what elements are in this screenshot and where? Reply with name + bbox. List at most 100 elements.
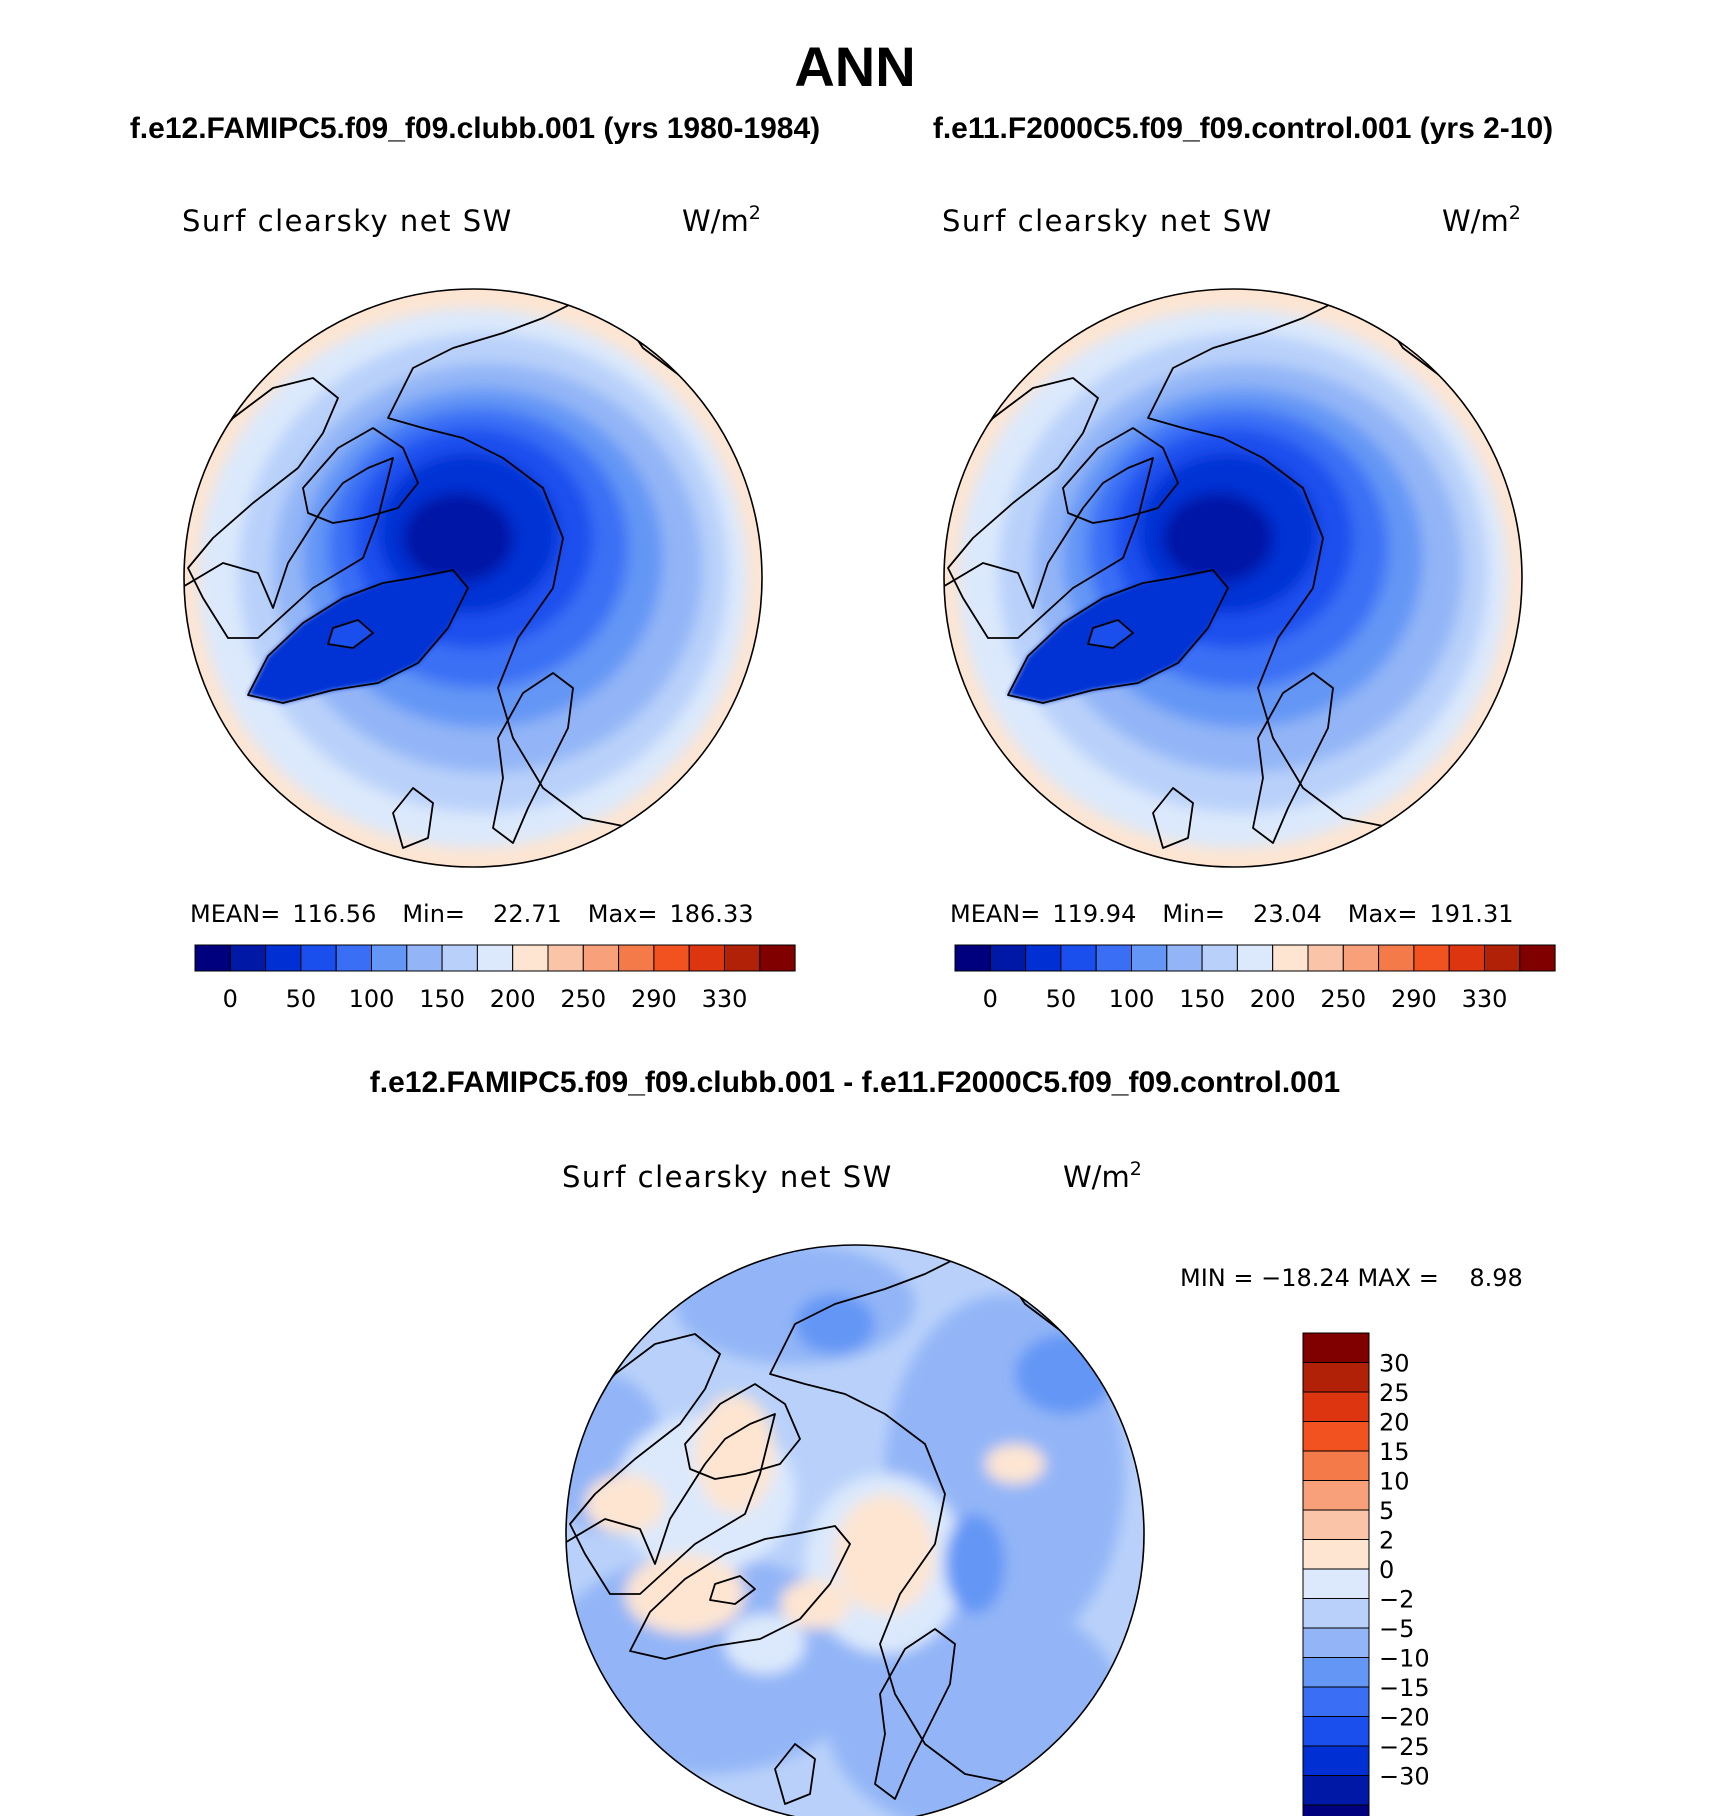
coastline-islands <box>302 427 419 524</box>
panel-diff: f.e12.FAMIPC5.f09_f09.clubb.001 - f.e11.… <box>370 1066 1523 1816</box>
colorbar-tick-label: 290 <box>631 985 677 1013</box>
field-patch <box>725 1614 805 1674</box>
case2-mean-value: 119.94 <box>1052 900 1136 928</box>
colorbar-box <box>441 944 478 972</box>
colorbar-tick-label: −5 <box>1379 1615 1414 1643</box>
colorbar-tick-label: 15 <box>1379 1438 1410 1466</box>
coastline-britain <box>774 1743 816 1805</box>
colorbar-tick-label: −20 <box>1379 1704 1430 1732</box>
colorbar-box <box>547 944 584 972</box>
colorbar-tick-label: 5 <box>1379 1497 1394 1525</box>
colorbar-tick-label: 200 <box>1250 985 1296 1013</box>
coastline-iceland <box>1087 619 1134 649</box>
case2-mean-label: MEAN= <box>950 900 1040 928</box>
map-border <box>943 288 1523 868</box>
colorbar-tick-label: −15 <box>1379 1674 1430 1702</box>
case1-map <box>183 288 763 868</box>
colorbar-box <box>759 944 796 972</box>
map-border <box>565 1244 1145 1816</box>
case1-title: f.e12.FAMIPC5.f09_f09.clubb.001 (yrs 198… <box>130 112 820 145</box>
colorbar-box <box>1302 1509 1370 1540</box>
coastline-iceland <box>327 619 374 649</box>
colorbar-tick-label: 25 <box>1379 1379 1410 1407</box>
colorbar-tick-label: −30 <box>1379 1763 1430 1791</box>
case1-max-value: 186.33 <box>670 900 754 928</box>
diff-minmax: MIN = −18.24 MAX = 8.98 <box>1180 1264 1523 1292</box>
coastline-canada <box>184 377 394 639</box>
page-title: ANN <box>794 35 915 98</box>
case1-mean-value: 116.56 <box>292 900 376 928</box>
field-level <box>1163 493 1273 583</box>
case1-min-value: 22.71 <box>493 900 562 928</box>
colorbar-box <box>1302 1716 1370 1747</box>
colorbar-box <box>371 944 408 972</box>
panel-case1: f.e12.FAMIPC5.f09_f09.clubb.001 (yrs 198… <box>130 112 820 1013</box>
colorbar-tick-label: 290 <box>1391 985 1437 1013</box>
case2-title: f.e11.F2000C5.f09_f09.control.001 (yrs 2… <box>933 112 1553 145</box>
field-patch <box>835 1494 935 1614</box>
case1-units: W/m2 <box>682 202 761 238</box>
colorbar-box <box>1302 1775 1370 1806</box>
colorbar-box <box>1201 944 1238 972</box>
coastline-britain <box>1152 787 1194 849</box>
colorbar-box <box>1519 944 1556 972</box>
field-patch <box>695 1394 775 1514</box>
map-field <box>944 289 1522 867</box>
colorbar-tick-label: 0 <box>983 985 998 1013</box>
case2-max-label: Max= <box>1348 900 1418 928</box>
colorbar-tick-label: 0 <box>223 985 238 1013</box>
colorbar-tick-label: 30 <box>1379 1350 1410 1378</box>
map-border <box>183 288 763 868</box>
colorbar-box <box>1272 944 1309 972</box>
colorbar-box <box>194 944 231 972</box>
colorbar-tick-label: 2 <box>1379 1527 1394 1555</box>
colorbar-tick-label: 330 <box>1462 985 1508 1013</box>
colorbar-box <box>653 944 690 972</box>
coastline-britain <box>392 787 434 849</box>
case2-map <box>943 288 1523 868</box>
diff-map <box>565 1244 1145 1816</box>
field-patch <box>795 1294 875 1354</box>
case1-mean-label: MEAN= <box>190 900 280 928</box>
colorbar-tick-label: 100 <box>1109 985 1155 1013</box>
colorbar-tick-label: 150 <box>1179 985 1225 1013</box>
colorbar-box <box>1302 1568 1370 1599</box>
colorbar-tick-label: 50 <box>1046 985 1077 1013</box>
map-field <box>184 289 762 867</box>
colorbar-box <box>476 944 514 972</box>
colorbar-box <box>1413 944 1450 972</box>
diff-units: W/m2 <box>1063 1158 1142 1194</box>
colorbar-box <box>1095 944 1132 972</box>
colorbar-box <box>1448 944 1486 972</box>
case2-min-value: 23.04 <box>1253 900 1322 928</box>
coastline-greenland <box>629 1525 851 1660</box>
colorbar-box <box>1302 1362 1370 1393</box>
coastline-scandinavia <box>492 672 574 844</box>
coastline-iceland <box>709 1575 756 1605</box>
field-level <box>403 493 513 583</box>
case2-units: W/m2 <box>1442 202 1521 238</box>
coastline-scandinavia <box>874 1628 956 1800</box>
colorbar-box <box>954 944 991 972</box>
colorbar-box <box>1302 1804 1370 1816</box>
field-patch <box>780 1579 850 1629</box>
colorbar-box <box>1342 944 1380 972</box>
colorbar-tick-label: −2 <box>1379 1586 1414 1614</box>
colorbar-box <box>1302 1686 1370 1717</box>
diff-title: f.e12.FAMIPC5.f09_f09.clubb.001 - f.e11.… <box>370 1066 1340 1099</box>
colorbar-box <box>1302 1450 1370 1481</box>
field-patch <box>945 1514 1005 1614</box>
field-patch <box>625 1554 745 1634</box>
colorbar-tick-label: 200 <box>490 985 536 1013</box>
colorbar-box <box>1302 1627 1370 1658</box>
panel-case2: f.e11.F2000C5.f09_f09.control.001 (yrs 2… <box>933 112 1556 1013</box>
colorbar-box <box>1302 1598 1370 1629</box>
colorbar-box <box>1302 1539 1370 1570</box>
colorbar-box <box>406 944 443 972</box>
colorbar-box <box>688 944 726 972</box>
coastline-islands <box>1062 427 1179 524</box>
coastline-greenland <box>247 569 469 704</box>
colorbar-box <box>1302 1745 1370 1776</box>
colorbar-tick-label: −25 <box>1379 1733 1430 1761</box>
